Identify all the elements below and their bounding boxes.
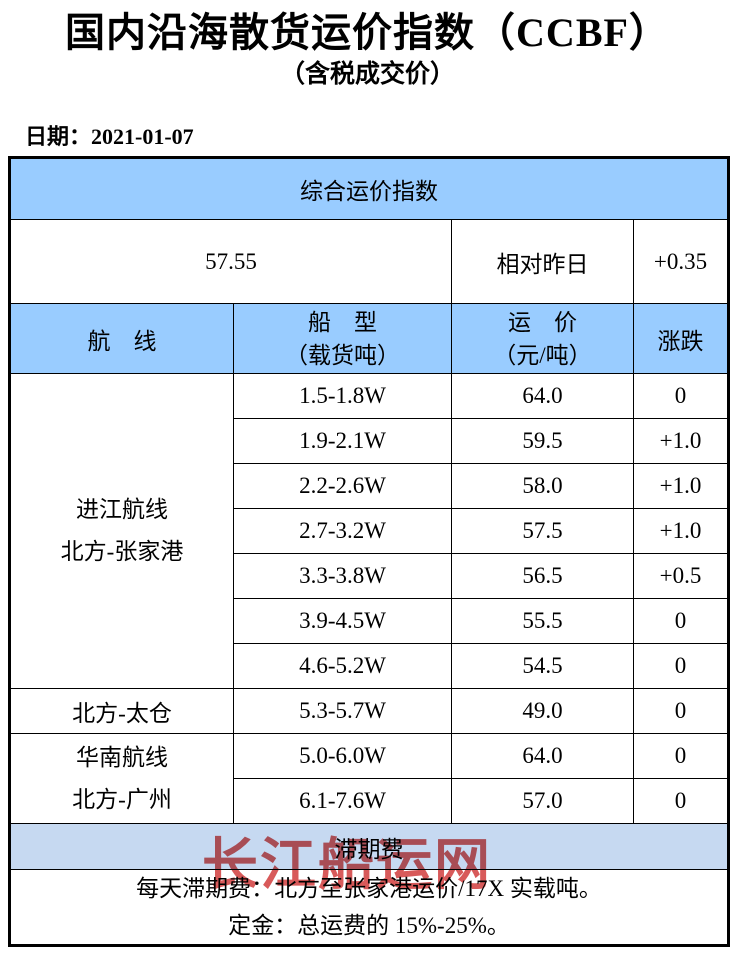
ship-type-header-line2: （载货吨） [285, 342, 400, 368]
page-title: 国内沿海散货运价指数（CCBF） [65, 10, 670, 55]
route-name-line2: 北方-广州 [72, 786, 172, 812]
route-name-line1: 进江航线 [76, 497, 168, 522]
price-cell: 64.0 [451, 733, 634, 779]
price-cell: 58.0 [451, 463, 634, 509]
table-row: 华南航线 北方-广州 5.0-6.0W 64.0 0 [9, 733, 729, 824]
demurrage-note: 每天滞期费：北方至张家港运价/17X 实载吨。 [136, 876, 602, 901]
demurrage-header: 滞期费 [9, 823, 729, 870]
change-cell: +1.0 [633, 463, 729, 509]
ship-size-cell: 5.3-5.7W [233, 688, 452, 734]
price-header-line1: 运 价 [508, 309, 577, 335]
route-cell-zhangjiagang: 进江航线 北方-张家港 [9, 373, 234, 689]
ship-size-cell: 1.5-1.8W [233, 373, 452, 419]
route-name-line1: 华南航线 [76, 744, 168, 770]
ship-type-header-line1: 船 型 [308, 309, 377, 335]
table-row: 1.9-2.1W 59.5 +1.0 [10, 418, 729, 464]
table-row: 3.9-4.5W 55.5 0 [10, 598, 729, 644]
price-cell: 55.5 [451, 598, 634, 644]
change-cell: +0.5 [633, 553, 729, 599]
date-label: 日期： [25, 124, 92, 149]
price-cell: 49.0 [451, 688, 634, 734]
footer-notes: 每天滞期费：北方至张家港运价/17X 实载吨。 定金：总运费的 15%-25%。 [9, 869, 729, 946]
ship-size-cell: 2.7-3.2W [233, 508, 452, 554]
price-cell: 57.0 [451, 778, 634, 824]
column-header-route: 航 线 [9, 303, 234, 374]
deposit-note: 定金：总运费的 15%-25%。 [228, 913, 510, 938]
route-cell-guangzhou: 华南航线 北方-广州 [9, 733, 234, 824]
ship-size-cell: 2.2-2.6W [233, 463, 452, 509]
ship-size-cell: 3.3-3.8W [233, 553, 452, 599]
column-header-price: 运 价 （元/吨） [451, 303, 634, 374]
table-row: 4.6-5.2W 54.5 0 [10, 643, 729, 689]
change-cell: +1.0 [633, 508, 729, 554]
change-cell: 0 [633, 598, 729, 644]
table-row: 3.3-3.8W 56.5 +0.5 [10, 553, 729, 599]
ship-size-cell: 6.1-7.6W [233, 778, 452, 824]
price-cell: 59.5 [451, 418, 634, 464]
change-cell: 0 [633, 733, 729, 779]
price-cell: 54.5 [451, 643, 634, 689]
price-cell: 64.0 [451, 373, 634, 419]
change-cell: 0 [633, 688, 729, 734]
composite-index-header: 综合运价指数 [9, 157, 729, 220]
price-cell: 56.5 [451, 553, 634, 599]
relative-yesterday-value: +0.35 [633, 219, 729, 304]
relative-yesterday-label: 相对昨日 [451, 219, 634, 304]
price-header-line2: （元/吨） [493, 342, 592, 368]
ship-size-cell: 5.0-6.0W [233, 733, 452, 779]
freight-index-table: 综合运价指数 57.55 相对昨日 +0.35 航 线 船 型 （载货吨） 运 … [8, 156, 730, 947]
table-row: 进江航线 北方-张家港 1.5-1.8W 64.0 0 [9, 373, 729, 689]
ship-size-cell: 3.9-4.5W [233, 598, 452, 644]
route-name-line2: 北方-张家港 [60, 539, 184, 564]
change-cell: 0 [633, 643, 729, 689]
date-line: 日期：2021-01-07 [25, 119, 735, 151]
column-header-ship-type: 船 型 （载货吨） [233, 303, 452, 374]
route-cell-taicang: 北方-太仓 [9, 688, 234, 734]
date-value: 2021-01-07 [91, 124, 194, 149]
ship-size-cell: 1.9-2.1W [233, 418, 452, 464]
column-header-change: 涨跌 [633, 303, 729, 374]
composite-index-value: 57.55 [9, 219, 452, 304]
page-subtitle: （含税成交价） [279, 61, 455, 88]
price-cell: 57.5 [451, 508, 634, 554]
change-cell: 0 [633, 778, 729, 824]
change-cell: +1.0 [633, 418, 729, 464]
change-cell: 0 [633, 373, 729, 419]
ship-size-cell: 4.6-5.2W [233, 643, 452, 689]
table-row: 北方-太仓 5.3-5.7W 49.0 0 [9, 688, 729, 734]
